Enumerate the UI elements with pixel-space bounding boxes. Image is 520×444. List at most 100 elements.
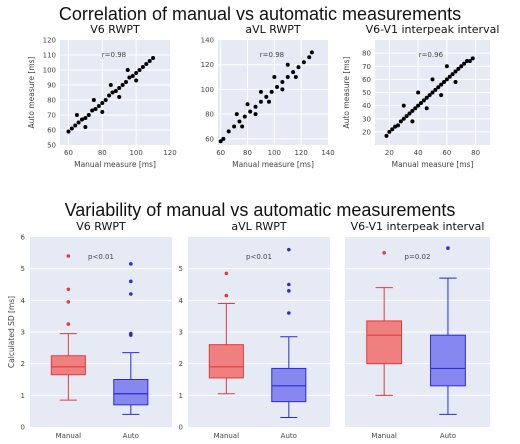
outlier-point [287,247,291,252]
data-point [86,113,91,117]
scatter-chart-1: V6 RWPT 60 80 100 120 50 60 70 80 90 100 110 120 r=0.… [27,23,177,169]
box-manual [50,254,86,401]
box-iqr [208,344,244,379]
data-point [113,89,118,93]
outlier-point [287,282,291,287]
box-manual [208,271,244,395]
y-axis-label: Auto measure [ms] [342,56,351,128]
x-tick-label: 40 [414,149,423,157]
x-tick-label: 60 [442,149,451,157]
data-point [234,112,239,117]
y-tick-label: 1 [21,392,25,400]
data-point [140,65,145,69]
box-chart-1: V6 RWPT 0 1 2 3 4 5 6 Calculated SD [ms] p<0.01 Ma… [7,220,172,440]
data-point [450,72,455,77]
data-point [253,104,258,109]
data-point [74,113,79,117]
category-label: Auto [123,432,139,440]
y-tick-label: 70 [362,63,371,71]
data-point [147,59,152,63]
outlier-point [287,289,291,293]
data-point [100,110,105,114]
y-tick-label: 60 [362,76,371,84]
y-tick-label: 80 [362,50,371,58]
data-point [296,65,301,70]
correlation-heading: Correlation of manual vs automatic measu… [58,4,462,24]
data-point [285,75,290,80]
box-auto [430,246,466,415]
data-point [396,123,400,128]
box-manual [366,251,403,396]
y-tick-label: 3 [21,329,25,337]
correlation-annotation: r=0.98 [260,51,284,59]
x-tick-label: 120 [163,149,176,157]
data-point [467,59,472,63]
data-point [144,62,149,66]
data-point [253,112,258,117]
data-point [73,123,78,128]
outlier-point [129,331,133,336]
data-point [248,109,253,114]
outlier-point [382,251,386,255]
y-tick-label: 40 [362,102,371,110]
y-tick-label: 90 [47,82,56,90]
y-tick-label: 3 [179,329,183,337]
box-chart-2: aVL RWPT 0 1 2 3 4 5 p<0.01 Manual Auto [179,220,330,440]
y-tick-label: 4 [21,297,26,305]
data-point [90,108,95,113]
data-point [436,85,441,90]
y-tick-label: 5 [179,265,183,273]
outlier-point [287,311,291,315]
outlier-point [66,254,71,258]
data-point [419,101,423,105]
data-point [80,117,84,122]
y-tick-label: 5 [21,265,25,273]
y-tick-label: 60 [47,127,56,135]
data-point [390,127,395,132]
data-point [398,119,403,124]
data-point [266,99,271,104]
y-axis-label: Auto measure [ms] [27,56,36,128]
x-tick-label: 100 [268,149,281,157]
y-tick-label: 20 [362,128,371,136]
data-point [424,95,429,100]
data-point [401,103,406,108]
box-iqr [50,355,86,376]
data-point [69,126,74,131]
x-tick-label: 60 [64,149,73,157]
chart-title: V6-V1 interpeak interval [366,23,500,36]
data-point [272,75,277,80]
y-tick-label: 120 [201,61,214,69]
y-tick-label: 6 [21,234,26,242]
x-tick-label: 80 [98,149,107,157]
data-point [96,104,101,108]
box-auto [113,262,149,415]
data-point [309,50,314,55]
category-label: Manual [371,432,396,440]
data-point [421,98,426,103]
x-tick-label: 80 [243,149,252,157]
data-point [447,74,452,79]
x-axis-label: Manual measure [ms] [392,160,474,169]
x-tick-label: 60 [216,149,225,157]
data-point [221,136,226,141]
data-point [107,93,112,98]
outlier-point [66,322,71,326]
box-auto [271,247,307,418]
correlation-annotation: r=0.98 [102,51,126,59]
data-point [237,119,242,124]
category-label: Auto [281,432,297,440]
variability-heading: Variability of manual vs automatic measu… [64,200,456,220]
data-point [264,94,269,99]
y-tick-label: 100 [43,67,56,75]
data-point [470,56,475,61]
data-point [242,114,247,119]
data-point [444,64,449,69]
data-point [218,139,223,144]
y-tick-label: 1 [179,392,183,400]
box-iqr [271,367,307,403]
y-tick-label: 30 [362,115,371,123]
data-point [285,62,290,67]
chart-title: aVL RWPT [231,220,287,233]
data-point [91,98,96,102]
